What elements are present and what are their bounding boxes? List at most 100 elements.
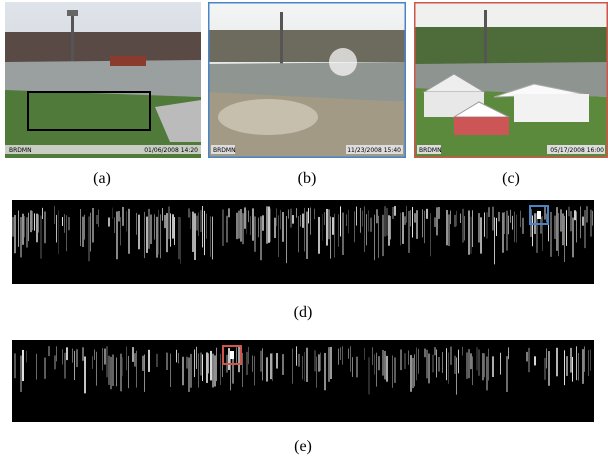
noise (582, 349, 584, 384)
noise (36, 214, 38, 243)
noise (196, 216, 198, 231)
tent (514, 94, 589, 122)
noise (116, 358, 117, 387)
noise (442, 352, 443, 373)
camera: BRDMN (419, 147, 442, 154)
noise (426, 350, 428, 379)
noise (206, 352, 208, 382)
noise (514, 212, 515, 243)
noise (238, 211, 240, 239)
noise (238, 346, 240, 372)
noise (252, 208, 254, 240)
noise (374, 215, 375, 261)
noise (156, 354, 158, 367)
noise (498, 212, 500, 221)
noise (390, 216, 391, 239)
noise (246, 352, 248, 375)
noise (254, 356, 255, 385)
trees (208, 30, 406, 62)
noise (492, 356, 494, 377)
noise (64, 353, 66, 379)
noise (482, 353, 484, 380)
noise (548, 351, 550, 386)
noise (68, 217, 70, 230)
noise (34, 213, 35, 230)
noise (512, 216, 513, 230)
noise (588, 350, 589, 376)
noise (56, 215, 57, 243)
noise (82, 217, 84, 247)
noise (484, 212, 485, 236)
noise (350, 346, 351, 371)
noise (404, 216, 406, 225)
noise (424, 211, 425, 243)
noise (200, 210, 202, 232)
noise (110, 357, 112, 389)
noise (372, 347, 373, 365)
noise (520, 211, 521, 227)
noise (286, 216, 287, 263)
noise (400, 213, 401, 246)
light-pole (280, 12, 283, 67)
noise (260, 351, 262, 372)
noise (472, 356, 473, 385)
noise (558, 213, 559, 256)
noise (374, 354, 375, 374)
noise (556, 207, 558, 251)
noise (438, 207, 440, 219)
noise (170, 354, 171, 387)
caption: (c) (481, 170, 541, 188)
noise (592, 211, 593, 226)
noise (296, 346, 297, 365)
noise (230, 356, 231, 391)
noise (242, 353, 243, 387)
noise (298, 216, 299, 252)
noise (138, 215, 140, 250)
noise (408, 350, 409, 364)
noise (272, 353, 273, 381)
noise (460, 214, 461, 223)
noise (118, 211, 120, 221)
noise (84, 215, 85, 240)
noise (198, 213, 199, 236)
noise (266, 357, 268, 381)
noise (296, 208, 297, 218)
noise (132, 347, 134, 362)
noise (160, 214, 161, 258)
noise (576, 211, 577, 242)
noise (464, 216, 465, 240)
noise (570, 211, 572, 231)
noise (368, 357, 370, 394)
noise (422, 209, 423, 237)
noise (166, 213, 168, 252)
noise (14, 215, 16, 253)
noise (80, 209, 81, 246)
noise (108, 218, 110, 227)
noise (314, 350, 316, 371)
noise (58, 210, 59, 254)
noise (412, 207, 413, 238)
noise (456, 357, 457, 394)
noise (122, 207, 124, 226)
noise (532, 215, 533, 246)
noise (394, 357, 396, 383)
noise (308, 208, 309, 223)
noise (338, 349, 339, 365)
noise (584, 346, 585, 371)
strip-e (12, 340, 594, 422)
noise (346, 214, 347, 226)
noise (220, 354, 221, 385)
noise (368, 210, 369, 231)
noise (486, 212, 488, 238)
noise (28, 213, 29, 241)
noise (478, 350, 480, 376)
noise (510, 210, 511, 223)
noise (64, 214, 65, 233)
noise (392, 207, 394, 219)
noise (262, 215, 264, 230)
noise (54, 355, 56, 369)
noise (242, 213, 244, 244)
noise (142, 356, 144, 371)
noise (270, 353, 272, 379)
noise (578, 353, 579, 381)
